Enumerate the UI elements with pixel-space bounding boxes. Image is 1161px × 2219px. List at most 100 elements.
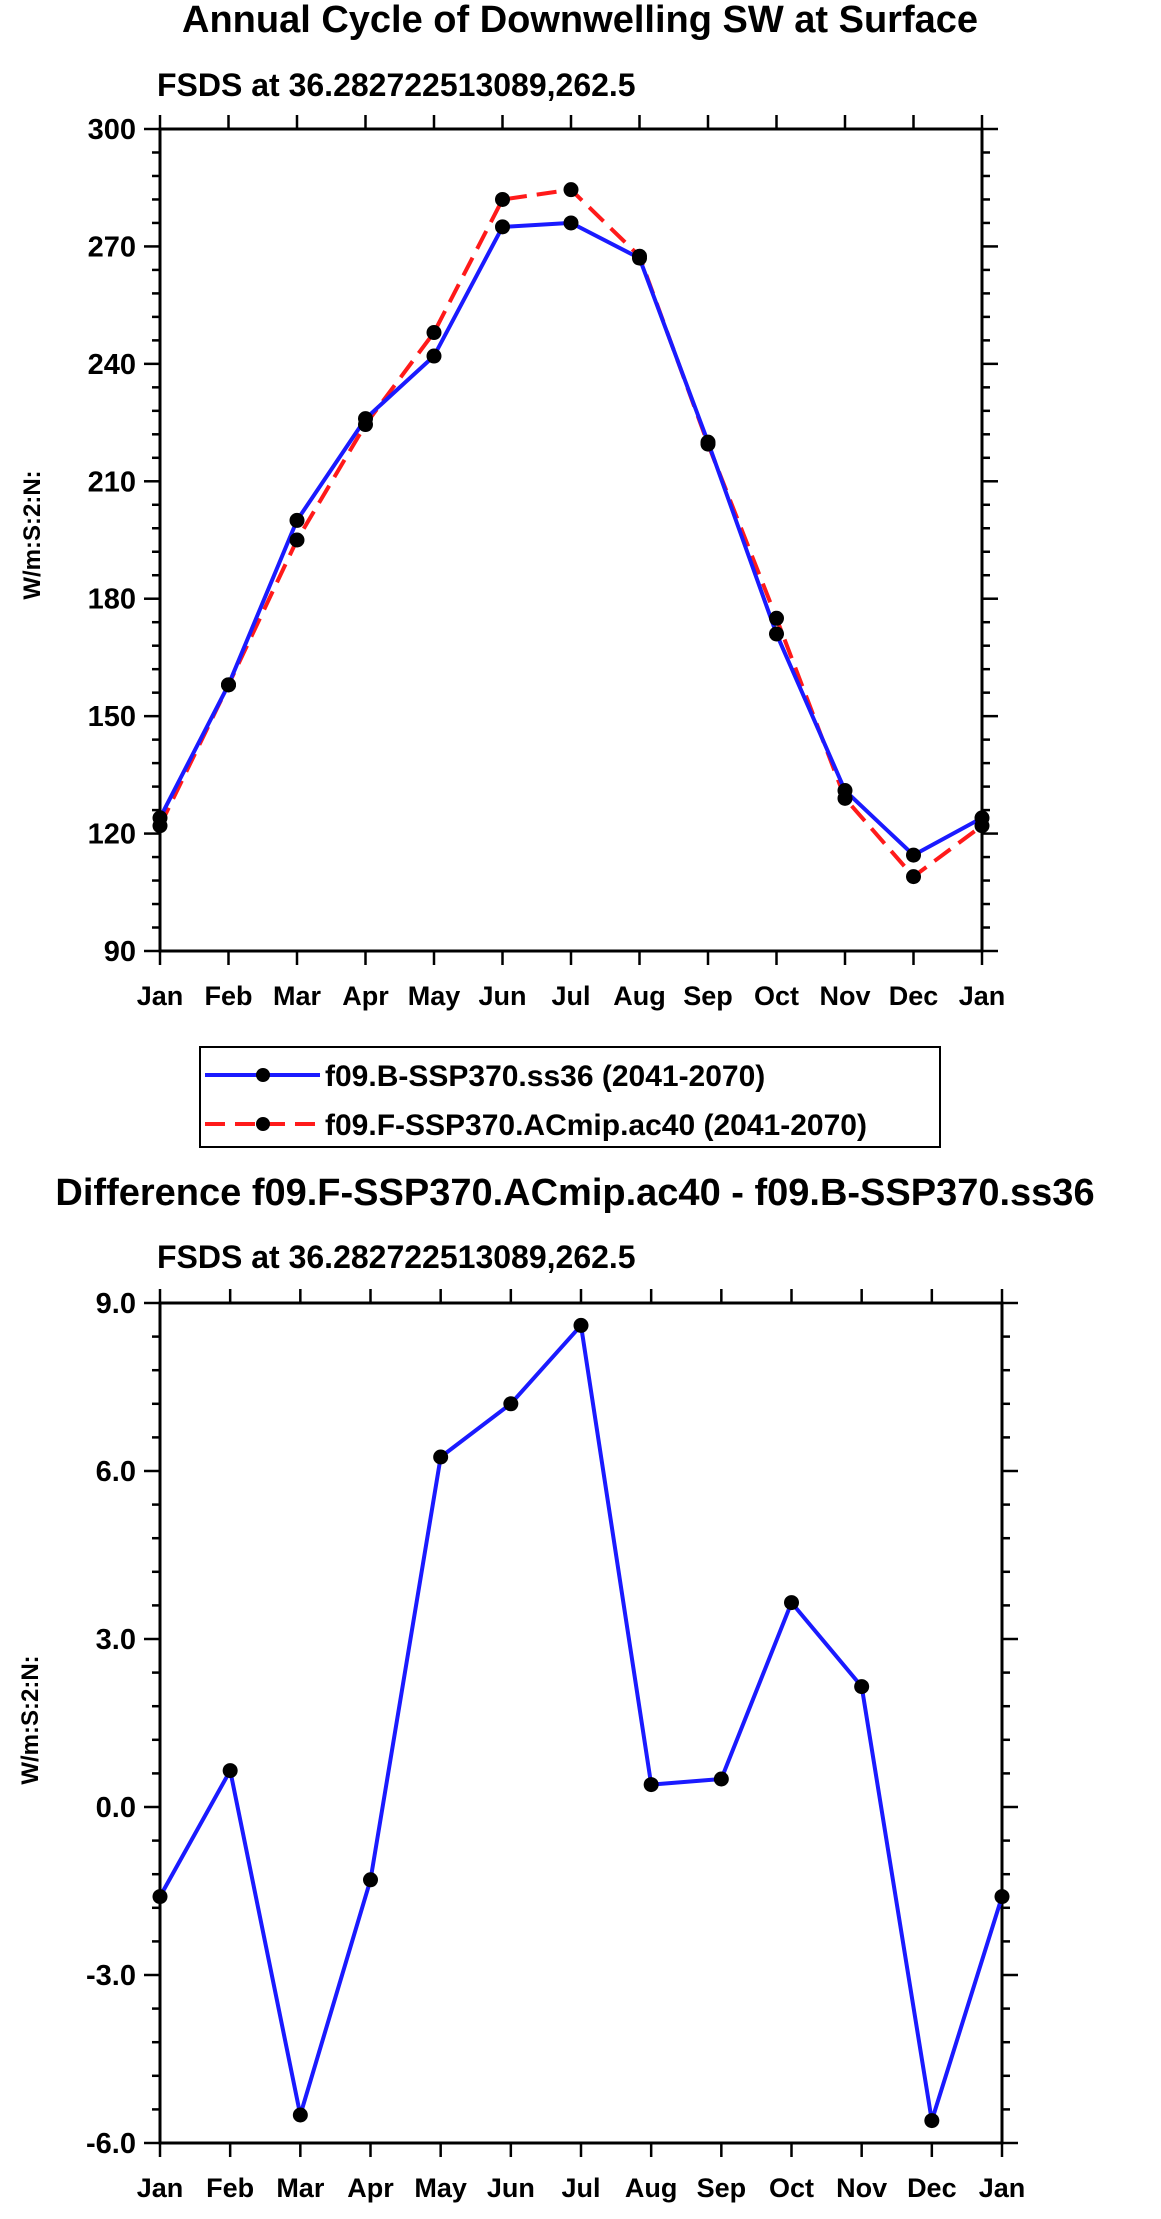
data-point-1 <box>289 532 305 548</box>
data-point-0 <box>906 847 921 863</box>
data-point-1 <box>152 818 168 834</box>
data-point-0 <box>426 348 442 364</box>
data-point-1 <box>221 677 236 693</box>
ytick-label: 270 <box>88 231 136 263</box>
xtick-label: Jun <box>478 981 526 1011</box>
chart2-subtitle: FSDS at 36.282722513089,262.5 <box>157 1239 636 1275</box>
ytick-label: 180 <box>88 584 136 616</box>
xtick-label: Aug <box>613 981 665 1011</box>
ytick-label: 6.0 <box>96 1456 136 1488</box>
chart1-ylabel: W/m:S:2:N: <box>19 470 46 599</box>
data-point-0 <box>924 2113 940 2129</box>
xtick-label: Feb <box>204 981 252 1011</box>
chart1-plot-frame <box>158 127 984 953</box>
xtick-label: May <box>408 981 461 1011</box>
data-point-0 <box>643 1777 659 1793</box>
data-point-0 <box>289 512 305 528</box>
data-point-0 <box>854 1679 870 1695</box>
chart1-title: Annual Cycle of Downwelling SW at Surfac… <box>182 0 978 41</box>
legend-marker-b <box>256 1068 270 1082</box>
ytick-label: 90 <box>104 936 136 968</box>
xtick-label: Sep <box>697 2173 747 2203</box>
chart2-ytick-labels: -6.0 -3.0 0.0 3.0 6.0 9.0 <box>86 1288 136 2160</box>
data-point-0 <box>769 626 784 642</box>
data-point-0 <box>292 2107 308 2123</box>
chart2-title: Difference f09.F-SSP370.ACmip.ac40 - f09… <box>55 1172 1094 1214</box>
data-point-1 <box>974 818 990 834</box>
ytick-label: 120 <box>88 819 136 851</box>
data-point-0 <box>784 1595 799 1611</box>
chart2-series <box>152 1317 1010 2129</box>
xtick-label: Mar <box>273 981 322 1011</box>
difference-chart: Difference f09.F-SSP370.ACmip.ac40 - f09… <box>17 1172 1095 2203</box>
xtick-label: Mar <box>276 2173 325 2203</box>
xtick-label: Aug <box>625 2173 677 2203</box>
xtick-label: Jul <box>551 981 590 1011</box>
data-point-0 <box>563 215 579 231</box>
annual-cycle-chart: Annual Cycle of Downwelling SW at Surfac… <box>19 0 1006 1148</box>
ytick-label: 3.0 <box>96 1624 136 1656</box>
data-point-1 <box>426 325 442 341</box>
legend-box <box>199 1046 941 1148</box>
chart2-xtick-labels: Jan Feb Mar Apr May Jun Jul Aug Sep Oct Nov Dec Jan <box>137 2173 1026 2203</box>
xtick-label: Jun <box>487 2173 535 2203</box>
chart1-subtitle: FSDS at 36.282722513089,262.5 <box>157 67 636 103</box>
xtick-label: Jan <box>979 2173 1026 2203</box>
xtick-label: Jul <box>561 2173 600 2203</box>
legend-marker-f <box>256 1117 270 1131</box>
data-point-1 <box>700 436 716 452</box>
xtick-label: Feb <box>206 2173 254 2203</box>
data-point-1 <box>563 182 579 198</box>
ytick-label: -6.0 <box>86 2128 136 2160</box>
ytick-label: -3.0 <box>86 1960 136 1992</box>
xtick-label: Jan <box>137 981 184 1011</box>
xtick-label: Oct <box>754 981 799 1011</box>
data-point-0 <box>573 1317 589 1333</box>
chart1-ytick-labels: 90 120 150 180 210 240 270 300 <box>88 114 136 968</box>
xtick-label: Apr <box>347 2173 394 2203</box>
xtick-label: Oct <box>769 2173 814 2203</box>
xtick-label: Jan <box>959 981 1006 1011</box>
data-point-0 <box>152 1889 168 1905</box>
data-point-1 <box>769 610 784 626</box>
data-point-0 <box>994 1889 1010 1905</box>
chart2-plot-frame <box>158 1301 1004 2145</box>
data-point-1 <box>906 869 921 885</box>
chart1-legend: f09.B-SSP370.ss36 (2041-2070) f09.F-SSP3… <box>199 1046 941 1148</box>
data-point-0 <box>433 1449 449 1465</box>
chart1-xtick-labels: Jan Feb Mar Apr May Jun Jul Aug Sep Oct Nov Dec Jan <box>137 981 1006 1011</box>
series-line-1 <box>158 187 984 879</box>
chart2-ylabel: W/m:S:2:N: <box>17 1655 44 1784</box>
xtick-label: Jan <box>137 2173 184 2203</box>
legend-label-b: f09.B-SSP370.ss36 (2041-2070) <box>325 1060 765 1093</box>
ytick-label: 0.0 <box>96 1792 136 1824</box>
chart1-series <box>152 182 990 885</box>
xtick-label: Dec <box>907 2173 957 2203</box>
xtick-label: Dec <box>889 981 939 1011</box>
data-point-0 <box>363 1872 378 1888</box>
series-line-0 <box>158 220 983 858</box>
data-point-0 <box>495 219 510 235</box>
data-point-1 <box>495 191 510 207</box>
ytick-label: 210 <box>88 466 136 498</box>
ytick-label: 300 <box>88 114 136 146</box>
chart1-ticks <box>144 115 998 965</box>
legend-label-f: f09.F-SSP370.ACmip.ac40 (2041-2070) <box>325 1109 867 1142</box>
chart2-ticks <box>144 1289 1018 2157</box>
ytick-label: 240 <box>88 349 136 381</box>
data-point-1 <box>837 790 853 806</box>
xtick-label: Apr <box>342 981 389 1011</box>
data-point-0 <box>713 1771 729 1787</box>
series-line-0 <box>158 1323 1004 2123</box>
data-point-0 <box>222 1763 238 1779</box>
data-point-0 <box>503 1396 519 1412</box>
xtick-label: Sep <box>683 981 733 1011</box>
data-point-1 <box>632 248 647 264</box>
xtick-label: Nov <box>819 981 870 1011</box>
data-point-1 <box>358 417 373 433</box>
ytick-label: 9.0 <box>96 1288 136 1320</box>
xtick-label: May <box>414 2173 467 2203</box>
ytick-label: 150 <box>88 701 136 733</box>
xtick-label: Nov <box>836 2173 887 2203</box>
